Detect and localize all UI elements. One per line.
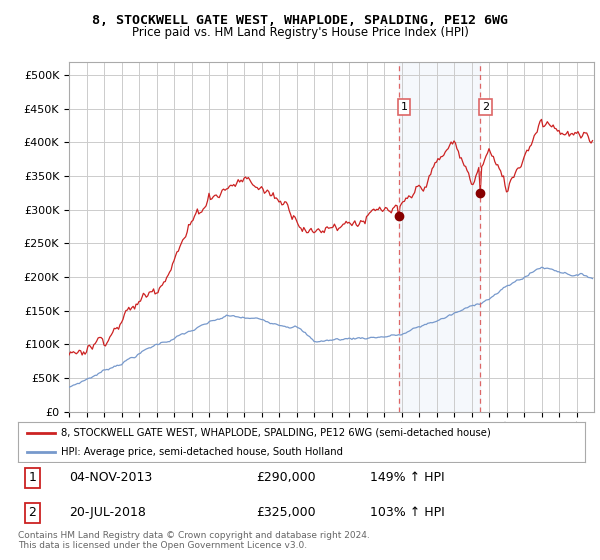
Text: 8, STOCKWELL GATE WEST, WHAPLODE, SPALDING, PE12 6WG: 8, STOCKWELL GATE WEST, WHAPLODE, SPALDI… (92, 14, 508, 27)
Text: 103% ↑ HPI: 103% ↑ HPI (370, 506, 444, 519)
Text: £325,000: £325,000 (256, 506, 316, 519)
Text: £290,000: £290,000 (256, 471, 316, 484)
Text: Price paid vs. HM Land Registry's House Price Index (HPI): Price paid vs. HM Land Registry's House … (131, 26, 469, 39)
Text: 8, STOCKWELL GATE WEST, WHAPLODE, SPALDING, PE12 6WG (semi-detached house): 8, STOCKWELL GATE WEST, WHAPLODE, SPALDI… (61, 428, 490, 437)
Text: 20-JUL-2018: 20-JUL-2018 (69, 506, 146, 519)
Text: 2: 2 (28, 506, 36, 519)
Text: HPI: Average price, semi-detached house, South Holland: HPI: Average price, semi-detached house,… (61, 447, 343, 458)
Text: 1: 1 (400, 102, 407, 112)
Text: 149% ↑ HPI: 149% ↑ HPI (370, 471, 444, 484)
Text: 04-NOV-2013: 04-NOV-2013 (69, 471, 152, 484)
Text: Contains HM Land Registry data © Crown copyright and database right 2024.
This d: Contains HM Land Registry data © Crown c… (18, 531, 370, 550)
Text: 1: 1 (28, 471, 36, 484)
Text: 2: 2 (482, 102, 489, 112)
Bar (398, 62, 480, 412)
